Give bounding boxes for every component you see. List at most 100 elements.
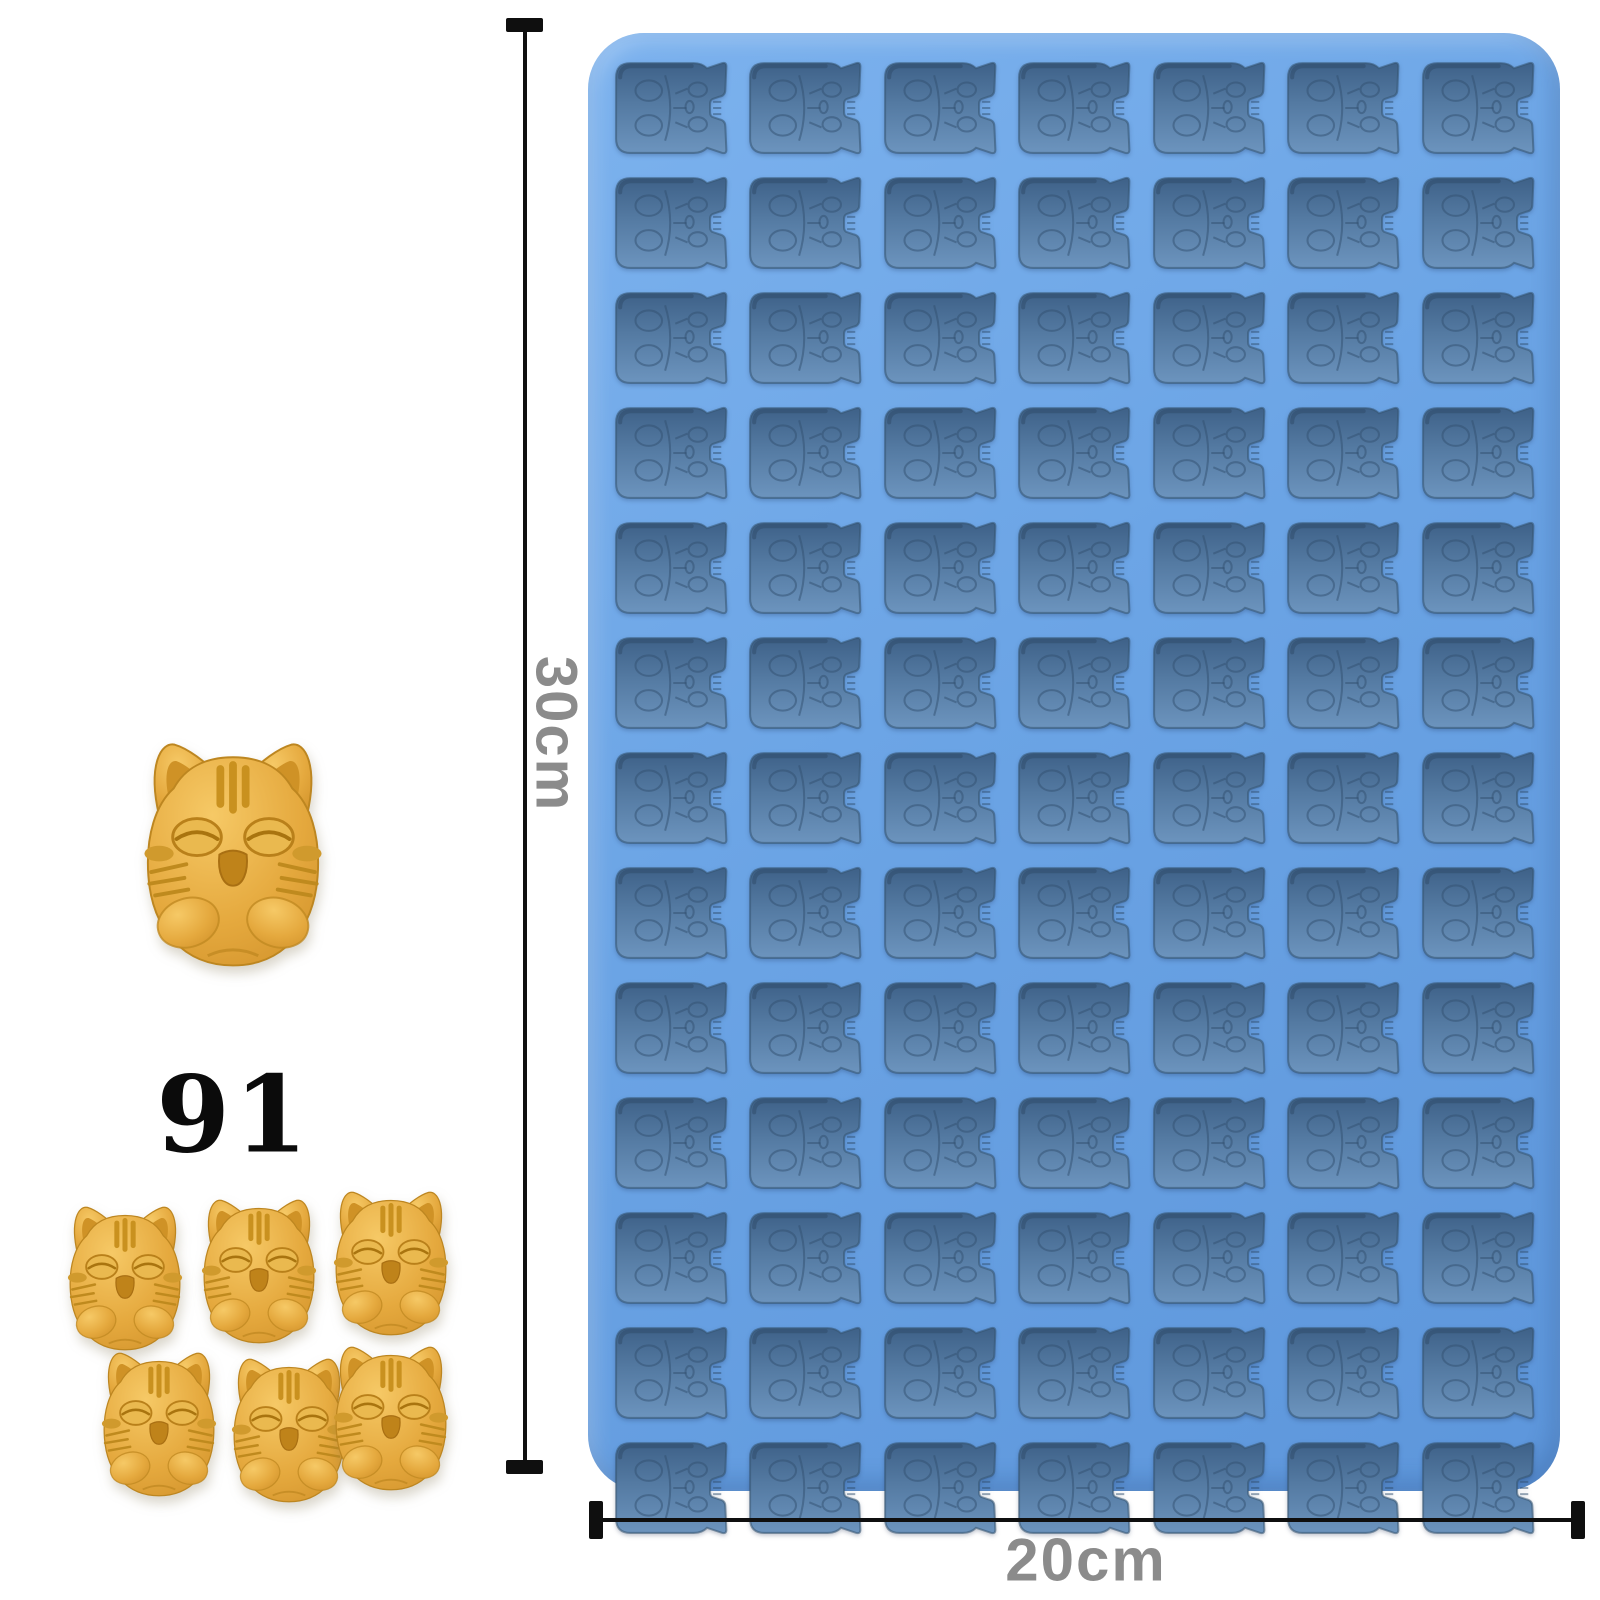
cat-cavity bbox=[881, 1324, 998, 1422]
cat-cavity bbox=[612, 59, 729, 157]
cat-cavity bbox=[1150, 1209, 1267, 1307]
cat-gummy-small bbox=[322, 1183, 460, 1346]
cat-cavity bbox=[746, 289, 863, 387]
cat-cavity bbox=[1015, 519, 1132, 617]
cat-cavity bbox=[1419, 519, 1536, 617]
cat-cavity bbox=[881, 289, 998, 387]
cat-cavity bbox=[881, 1209, 998, 1307]
cat-cavity bbox=[1419, 1439, 1536, 1537]
cat-cavity bbox=[1015, 1209, 1132, 1307]
mold-grid bbox=[612, 59, 1536, 1465]
cat-cavity bbox=[881, 59, 998, 157]
cat-cavity bbox=[1150, 1094, 1267, 1192]
cat-gummy-small bbox=[190, 1191, 328, 1354]
height-dimension-label: 30cm bbox=[523, 655, 589, 813]
width-dimension-line bbox=[596, 1518, 1578, 1522]
cat-cavity bbox=[746, 1094, 863, 1192]
cat-cavity bbox=[1015, 979, 1132, 1077]
cat-cavity bbox=[612, 749, 729, 847]
cat-cavity bbox=[612, 634, 729, 732]
cat-cavity bbox=[1419, 174, 1536, 272]
cat-cavity bbox=[612, 519, 729, 617]
cat-cavity bbox=[1284, 979, 1401, 1077]
cat-cavity bbox=[612, 1209, 729, 1307]
cat-cavity bbox=[1284, 1209, 1401, 1307]
cat-cavity bbox=[1419, 1209, 1536, 1307]
cat-cavity bbox=[881, 864, 998, 962]
cat-cavity bbox=[1150, 979, 1267, 1077]
cat-cavity bbox=[1419, 749, 1536, 847]
cat-cavity bbox=[1419, 59, 1536, 157]
cat-cavity bbox=[612, 1324, 729, 1422]
cat-cavity bbox=[612, 864, 729, 962]
cat-cavity bbox=[1284, 59, 1401, 157]
cat-cavity bbox=[612, 289, 729, 387]
cat-cavity bbox=[746, 634, 863, 732]
cat-cavity bbox=[1419, 1324, 1536, 1422]
cat-cavity bbox=[1150, 749, 1267, 847]
cat-cavity bbox=[746, 864, 863, 962]
cat-cavity bbox=[1284, 1324, 1401, 1422]
cat-cavity bbox=[1284, 1094, 1401, 1192]
height-dimension-line bbox=[523, 26, 527, 1468]
cat-cavity bbox=[1015, 174, 1132, 272]
cat-cavity bbox=[612, 979, 729, 1077]
cat-cavity bbox=[881, 749, 998, 847]
cat-gummy-small bbox=[56, 1198, 194, 1361]
cat-cavity bbox=[746, 749, 863, 847]
cat-cavity bbox=[1015, 59, 1132, 157]
cat-cavity bbox=[881, 979, 998, 1077]
cat-cavity bbox=[881, 174, 998, 272]
cat-cavity bbox=[1419, 634, 1536, 732]
cat-cavity bbox=[1284, 634, 1401, 732]
cat-cavity bbox=[1015, 634, 1132, 732]
cat-gummy-large bbox=[126, 730, 340, 983]
dimension-cap-top bbox=[506, 18, 543, 32]
cat-cavity bbox=[612, 1094, 729, 1192]
cat-cavity bbox=[1419, 404, 1536, 502]
cat-cavity bbox=[1015, 1324, 1132, 1422]
cat-cavity bbox=[746, 519, 863, 617]
cat-cavity bbox=[1150, 289, 1267, 387]
cat-cavity bbox=[1150, 404, 1267, 502]
cat-cavity bbox=[1419, 1094, 1536, 1192]
cat-cavity bbox=[1419, 289, 1536, 387]
cat-cavity bbox=[1015, 404, 1132, 502]
cat-cavity bbox=[1284, 174, 1401, 272]
dimension-cap-bottom bbox=[506, 1460, 543, 1474]
dimension-cap-left bbox=[589, 1501, 603, 1539]
cat-cavity bbox=[881, 519, 998, 617]
cat-cavity bbox=[1150, 1439, 1267, 1537]
cat-cavity bbox=[746, 1324, 863, 1422]
cat-cavity bbox=[1284, 289, 1401, 387]
cat-cavity bbox=[746, 404, 863, 502]
cat-cavity bbox=[881, 1439, 998, 1537]
cat-gummy-small bbox=[322, 1338, 460, 1501]
cat-cavity bbox=[881, 634, 998, 732]
cat-cavity bbox=[746, 59, 863, 157]
cavity-count-label: 91 bbox=[156, 1051, 312, 1177]
cat-cavity bbox=[881, 1094, 998, 1192]
cat-cavity bbox=[881, 404, 998, 502]
cat-cavity bbox=[1150, 1324, 1267, 1422]
cat-cavity bbox=[612, 174, 729, 272]
cat-cavity bbox=[1150, 519, 1267, 617]
cat-cavity bbox=[1284, 864, 1401, 962]
cat-cavity bbox=[1015, 1094, 1132, 1192]
cat-cavity bbox=[1150, 864, 1267, 962]
cat-gummy-small bbox=[90, 1344, 228, 1507]
silicone-mold bbox=[588, 33, 1560, 1491]
cat-cavity bbox=[1015, 749, 1132, 847]
cat-cavity bbox=[746, 1209, 863, 1307]
cat-cavity bbox=[1150, 59, 1267, 157]
cat-cavity bbox=[1419, 979, 1536, 1077]
cat-cavity bbox=[1284, 404, 1401, 502]
cat-cavity bbox=[1150, 634, 1267, 732]
cat-cavity bbox=[1015, 864, 1132, 962]
cat-cavity bbox=[746, 174, 863, 272]
width-dimension-label: 20cm bbox=[1005, 1526, 1167, 1594]
cat-cavity bbox=[1015, 289, 1132, 387]
cat-cavity bbox=[1150, 174, 1267, 272]
cat-cavity bbox=[612, 404, 729, 502]
cat-cavity bbox=[1284, 1439, 1401, 1537]
